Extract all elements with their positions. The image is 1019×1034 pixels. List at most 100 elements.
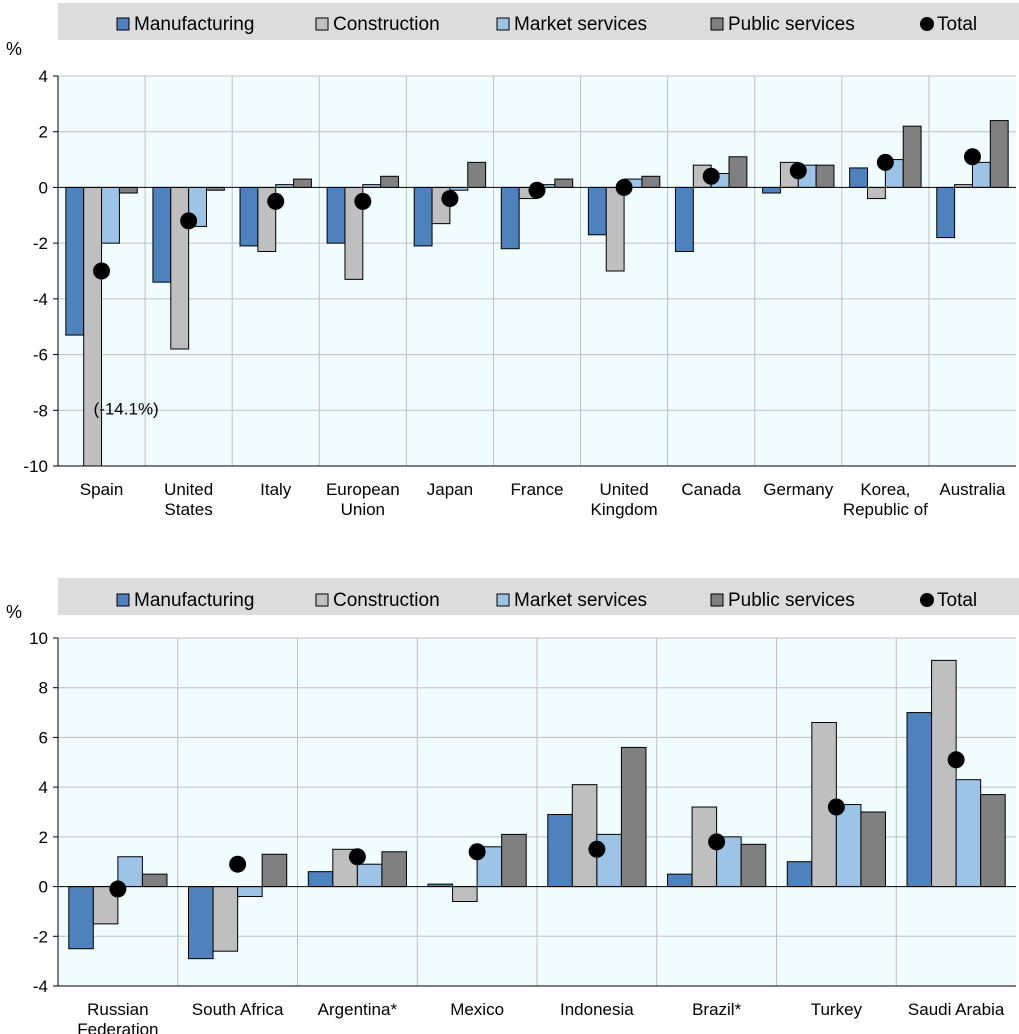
annotation-label: (-14.1%) [94, 399, 159, 418]
category-label: Argentina* [318, 1000, 398, 1019]
bar-construction [571, 784, 598, 888]
total-marker [947, 751, 965, 769]
total-marker [441, 190, 459, 208]
total-marker [876, 153, 894, 171]
category-label: South Africa [192, 1000, 284, 1019]
y-tick-label: 4 [39, 778, 48, 797]
legend-label-manufacturing: Manufacturing [134, 14, 254, 35]
bar-market-services [955, 779, 982, 888]
legend-swatch-public-services [710, 17, 724, 31]
category-label: Union [341, 500, 385, 519]
category-label: European [326, 480, 400, 499]
legend-swatch-construction [315, 17, 329, 31]
bar-market-services [356, 863, 383, 888]
bar-market-services [971, 161, 991, 188]
legend-swatch-public-services [710, 593, 724, 607]
legend-label-public-services: Public services [728, 14, 855, 35]
plot-area [58, 76, 1016, 466]
bar-manufacturing [152, 186, 172, 283]
bar-manufacturing [667, 873, 693, 888]
bar-public-services [141, 873, 168, 888]
legend-marker-total [920, 17, 934, 31]
y-tick-label: -2 [33, 927, 48, 946]
legend-background [58, 578, 1019, 615]
bar-construction [452, 886, 478, 902]
bar-construction [605, 186, 625, 272]
total-marker [267, 192, 285, 210]
total-marker [615, 178, 633, 196]
y-tick-label: 10 [29, 629, 48, 648]
category-label: Indonesia [560, 1000, 634, 1019]
total-marker [702, 167, 720, 185]
y-tick-label: 0 [39, 178, 48, 197]
legend-label-construction: Construction [333, 14, 440, 35]
bar-manufacturing [547, 813, 573, 888]
bar-manufacturing [188, 886, 214, 960]
bar-manufacturing [587, 186, 607, 236]
bar-public-services [740, 843, 767, 888]
legend-label-market-services: Market services [514, 14, 647, 35]
y-tick-label: 0 [39, 878, 48, 897]
bar-public-services [860, 811, 886, 888]
legend-label-total: Total [937, 14, 977, 35]
y-tick-label: -6 [33, 346, 48, 365]
y-tick-label: -2 [33, 234, 48, 253]
y-unit-label: % [6, 602, 22, 622]
legend-swatch-market-services [496, 593, 510, 607]
category-label: Canada [681, 480, 741, 499]
y-tick-label: -8 [33, 401, 48, 420]
total-marker [109, 880, 127, 898]
chart-bottom-panel: Manufacturing Construction Market services… [0, 570, 1019, 1034]
bar-manufacturing [936, 186, 956, 239]
category-label: Brazil* [692, 1000, 742, 1019]
bar-manufacturing [849, 167, 869, 188]
bar-manufacturing [906, 712, 933, 888]
bar-market-services [101, 186, 120, 244]
bar-public-services [728, 156, 748, 188]
bar-manufacturing [239, 186, 259, 247]
total-marker [588, 840, 606, 858]
bar-manufacturing [674, 186, 694, 252]
category-label: United [600, 480, 649, 499]
y-tick-label: -4 [33, 290, 48, 309]
chart-bottom: Manufacturing Construction Market services… [6, 578, 1019, 1034]
bar-manufacturing [65, 186, 85, 336]
bar-manufacturing [307, 871, 334, 888]
legend-label-public-services: Public services [728, 590, 855, 611]
category-label: Mexico [450, 1000, 504, 1019]
bar-public-services [501, 833, 527, 888]
y-tick-label: 2 [39, 828, 48, 847]
legend-swatch-manufacturing [116, 593, 130, 607]
bar-market-services [835, 804, 862, 888]
total-marker [963, 148, 981, 166]
chart-top: Manufacturing Construction Market services… [6, 3, 1019, 519]
legend-label-construction: Construction [333, 590, 440, 611]
y-unit-label: % [6, 39, 22, 59]
bar-market-services [117, 856, 143, 888]
y-tick-label: -4 [33, 977, 48, 996]
total-marker [348, 848, 366, 866]
total-marker [827, 798, 845, 816]
total-marker [789, 162, 807, 180]
bar-construction [83, 186, 103, 467]
legend-marker-total [920, 593, 934, 607]
y-tick-label: 4 [39, 67, 48, 86]
total-marker [708, 833, 726, 851]
bar-public-services [293, 178, 312, 188]
y-tick-label: -10 [23, 457, 48, 476]
bar-public-services [902, 125, 922, 188]
bar-manufacturing [762, 186, 781, 194]
bar-public-services [380, 175, 400, 188]
bar-manufacturing [326, 186, 346, 244]
legend-label-manufacturing: Manufacturing [134, 590, 254, 611]
chart-top-panel: Manufacturing Construction Market services… [6, 3, 1019, 519]
bar-market-services [237, 886, 263, 898]
bar-manufacturing [500, 186, 520, 250]
legend-background [58, 3, 1019, 40]
bar-public-services [641, 175, 661, 188]
bar-public-services [980, 794, 1006, 888]
legend-swatch-construction [315, 593, 329, 607]
total-marker [229, 855, 247, 873]
legend-label-market-services: Market services [514, 590, 647, 611]
total-marker [180, 212, 198, 230]
